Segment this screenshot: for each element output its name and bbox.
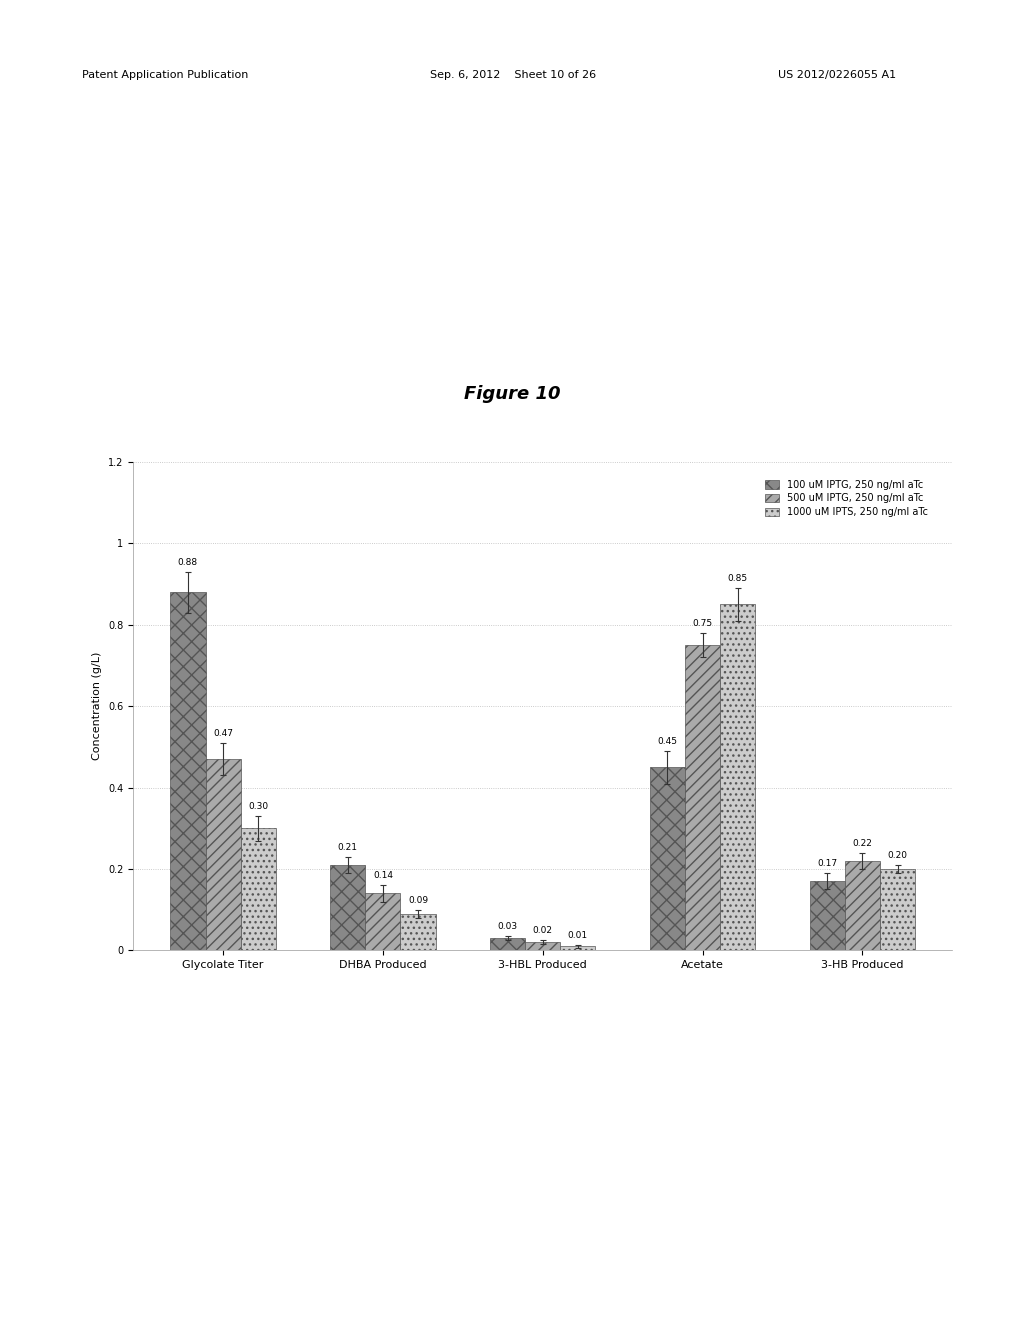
Text: 0.85: 0.85 xyxy=(728,574,748,583)
Text: US 2012/0226055 A1: US 2012/0226055 A1 xyxy=(778,70,896,81)
Bar xyxy=(720,605,756,950)
Text: 0.47: 0.47 xyxy=(213,729,233,738)
Legend: 100 uM IPTG, 250 ng/ml aTc, 500 uM IPTG, 250 ng/ml aTc, 1000 uM IPTS, 250 ng/ml : 100 uM IPTG, 250 ng/ml aTc, 500 uM IPTG,… xyxy=(762,477,931,520)
Text: 0.09: 0.09 xyxy=(408,896,428,904)
Text: 0.02: 0.02 xyxy=(532,927,553,936)
Text: 0.20: 0.20 xyxy=(888,851,907,861)
Text: 0.01: 0.01 xyxy=(568,931,588,940)
Bar xyxy=(810,882,845,950)
Bar xyxy=(330,865,366,950)
Text: 0.22: 0.22 xyxy=(852,838,872,847)
Text: 0.14: 0.14 xyxy=(373,871,393,880)
Bar xyxy=(400,913,435,950)
Bar xyxy=(685,645,720,950)
Text: 0.03: 0.03 xyxy=(498,923,517,932)
Bar xyxy=(241,829,275,950)
Text: 0.21: 0.21 xyxy=(338,843,357,851)
Text: 0.30: 0.30 xyxy=(248,803,268,812)
Text: 0.45: 0.45 xyxy=(657,737,677,746)
Bar xyxy=(206,759,241,950)
Bar xyxy=(525,942,560,950)
Y-axis label: Concentration (g/L): Concentration (g/L) xyxy=(92,652,102,760)
Bar xyxy=(489,939,525,950)
Bar xyxy=(845,861,880,950)
Bar xyxy=(366,894,400,950)
Text: Sep. 6, 2012    Sheet 10 of 26: Sep. 6, 2012 Sheet 10 of 26 xyxy=(430,70,596,81)
Text: 0.75: 0.75 xyxy=(692,619,713,628)
Text: 0.17: 0.17 xyxy=(817,859,838,869)
Bar xyxy=(650,767,685,950)
Text: Figure 10: Figure 10 xyxy=(464,384,560,403)
Text: Patent Application Publication: Patent Application Publication xyxy=(82,70,248,81)
Bar xyxy=(880,869,915,950)
Bar xyxy=(170,593,206,950)
Bar xyxy=(560,946,596,950)
Text: 0.88: 0.88 xyxy=(178,558,198,568)
